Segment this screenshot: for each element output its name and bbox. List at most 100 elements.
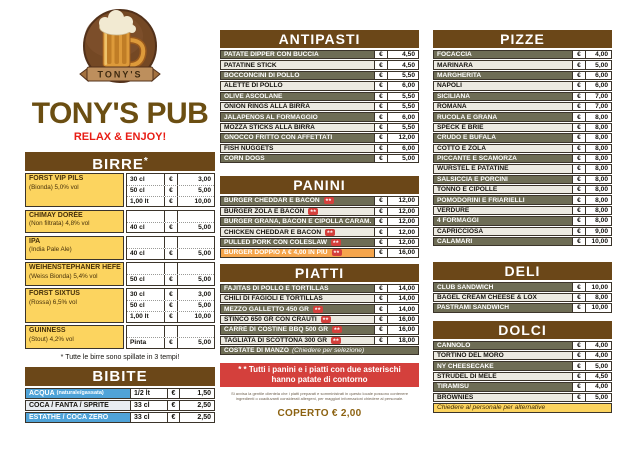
beer-size: 1,00 lt bbox=[127, 196, 165, 207]
allergen-line1: Si avvisa la gentile clientela che i pia… bbox=[231, 392, 409, 398]
item-name-cell: PASTRAMI SANDWICH** bbox=[433, 303, 573, 313]
item-price: 14,00 bbox=[387, 283, 419, 294]
drink-name: ESTATHE / COCA ZERO bbox=[29, 413, 109, 421]
currency-cell: € bbox=[572, 185, 586, 195]
beer-item: CHIMAY DORÉE (Non filtrata) 4,8% vol 40 … bbox=[25, 209, 215, 234]
item-price: 4,50 bbox=[387, 60, 419, 70]
item-price: 5,00 bbox=[585, 361, 612, 371]
currency-cell: € bbox=[374, 133, 388, 143]
item-price: 4,00 bbox=[585, 350, 612, 361]
menu-row: TONNO E CIPOLLE** € 8,00 bbox=[433, 185, 612, 195]
section-header-antipasti: ANTIPASTI bbox=[220, 30, 419, 48]
beer-size: 40 cl bbox=[127, 222, 165, 233]
menu-row: VERDURE** € 8,00 bbox=[433, 205, 612, 216]
item-name: CRUDO E BUFALA bbox=[437, 134, 496, 142]
item-name: GNOCCO FRITTO CON AFFETTATI bbox=[224, 134, 333, 142]
menu-row: OLIVE ASCOLANE** € 5,50 bbox=[220, 91, 419, 101]
currency-cell: € bbox=[572, 133, 586, 143]
item-name: PATATE DIPPER CON BUCCIA bbox=[224, 51, 319, 59]
item-price: 8,00 bbox=[585, 133, 612, 143]
menu-row: ONION RINGS ALLA BIRRA** € 5,50 bbox=[220, 101, 419, 112]
currency-cell: € bbox=[374, 50, 388, 60]
beer-price: 5,00 bbox=[198, 339, 211, 347]
menu-row: BURGER DOPPIO A € 4,00 IN PIÚ ** € 16,00 bbox=[220, 248, 419, 258]
menu-row: TAGLIATA DI SCOTTONA 300 GR ** € 18,00 bbox=[220, 335, 419, 345]
drink-name-cell: COCA / FANTA / SPRITE bbox=[25, 399, 131, 411]
beer-name-cell: IPA (India Pale Ale) bbox=[25, 235, 124, 260]
item-price: 5,50 bbox=[387, 122, 419, 133]
currency-cell: € bbox=[572, 50, 586, 60]
item-name: FISH NUGGETS bbox=[224, 144, 274, 152]
beer-size bbox=[127, 263, 165, 274]
menu-row: BAGEL CREAM CHEESE & LOX** € 8,00 bbox=[433, 292, 612, 303]
section-title: BIRRE bbox=[92, 156, 144, 173]
beer-price bbox=[178, 211, 214, 222]
item-name: MARGHERITA bbox=[437, 71, 482, 79]
menu-row: CARRÈ DI COSTINE BBQ 500 GR ** € 16,00 bbox=[220, 325, 419, 335]
allergen-line2: ingredienti o coadiuvanti considerati al… bbox=[235, 397, 404, 402]
beer-price: 3,00 bbox=[198, 175, 211, 183]
currency-cell: € bbox=[572, 143, 586, 153]
item-price: 8,00 bbox=[585, 112, 612, 122]
item-price: 6,00 bbox=[585, 81, 612, 91]
item-price: 5,00 bbox=[585, 60, 612, 70]
currency-cell: € bbox=[374, 196, 388, 206]
item-price: 9,00 bbox=[585, 226, 612, 237]
item-name-cell: COSTATE DI MANZO**(Chiedere per selezion… bbox=[220, 345, 419, 356]
beer-subtitle: (Non filtrata) 4,8% vol bbox=[29, 220, 90, 228]
beer-size: 40 cl bbox=[127, 248, 165, 259]
item-name: STRUDEL DI MELE bbox=[437, 372, 497, 380]
drink-price: 2,50 bbox=[179, 399, 215, 411]
currency-cell: € bbox=[165, 185, 178, 196]
item-price: 7,00 bbox=[585, 91, 612, 101]
currency-cell: € bbox=[572, 122, 586, 133]
item-name: FAJITAS DI POLLO E TORTILLAS bbox=[224, 284, 329, 292]
beer-price: 5,00 bbox=[198, 302, 211, 310]
item-name-cell: WÜRSTEL E PATATINE** bbox=[433, 164, 573, 174]
item-name-cell: CALAMARI** bbox=[433, 237, 573, 247]
item-name: TONNO E CIPOLLE bbox=[437, 186, 498, 194]
menu-row: CRUDO E BUFALA** € 8,00 bbox=[433, 133, 612, 143]
item-price: 14,00 bbox=[387, 304, 419, 314]
item-name-cell: STINCO 650 GR CON CRAUTI ** bbox=[220, 314, 375, 325]
beer-item: WEIHENSTEPHANER HEFE (Weiss Bionda) 5,4%… bbox=[25, 262, 215, 286]
item-name-cell: TAGLIATA DI SCOTTONA 300 GR ** bbox=[220, 335, 375, 345]
currency-cell: € bbox=[572, 153, 586, 164]
item-price: 16,00 bbox=[387, 248, 419, 258]
currency-cell: € bbox=[374, 81, 388, 91]
item-price: 6,00 bbox=[387, 81, 419, 91]
item-name-cell: CRUDO E BUFALA** bbox=[433, 133, 573, 143]
menu-row: NAPOLI** € 6,00 bbox=[433, 81, 612, 91]
item-name-cell: CANNOLO** bbox=[433, 340, 573, 350]
currency-cell: € bbox=[374, 70, 388, 81]
menu-row: COSTATE DI MANZO**(Chiedere per selezion… bbox=[220, 345, 419, 356]
drink-name-cell: ESTATHE / COCA ZERO bbox=[25, 411, 131, 423]
item-name: TIRAMISÙ bbox=[437, 383, 469, 391]
item-name: MEZZO GALLETTO 450 GR bbox=[224, 305, 309, 313]
item-name-cell: FOCACCIA** bbox=[433, 50, 573, 60]
item-name: CANNOLO bbox=[437, 341, 471, 349]
beer-name-cell: FORST SIXTUS (Rossa) 6,5% vol bbox=[25, 288, 124, 323]
beer-size: 50 cl bbox=[127, 185, 165, 196]
menu-row: FISH NUGGETS** € 6,00 bbox=[220, 143, 419, 153]
item-name: MOZZA STICKS ALLA BIRRA bbox=[224, 123, 315, 131]
item-name-cell: ALETTE DI POLLO** bbox=[220, 81, 375, 91]
beer-item: FORST SIXTUS (Rossa) 6,5% vol 30 cl € 3,… bbox=[25, 288, 215, 323]
item-name: PICCANTE E SCAMORZA bbox=[437, 155, 517, 163]
beer-name: GUINNESS bbox=[29, 327, 66, 335]
currency-cell: € bbox=[572, 60, 586, 70]
beer-variant-row bbox=[127, 263, 214, 274]
drink-row: ACQUA (naturale/gassata) 1/2 lt € 1,50 bbox=[25, 387, 215, 399]
item-name: CALAMARI bbox=[437, 238, 473, 246]
beer-price bbox=[178, 326, 214, 337]
menu-row: NY CHEESECAKE** € 5,00 bbox=[433, 361, 612, 371]
item-name: NAPOLI bbox=[437, 82, 462, 90]
beer-variant-row: Pinta € 5,00 bbox=[127, 336, 214, 348]
item-price: 16,00 bbox=[387, 314, 419, 325]
currency-cell: € bbox=[165, 222, 178, 233]
item-name-cell: MARINARA** bbox=[433, 60, 573, 70]
item-price: 4,00 bbox=[585, 340, 612, 350]
drink-size: 1/2 lt bbox=[130, 387, 168, 399]
double-asterisk-badge: ** bbox=[308, 207, 319, 215]
beer-variant-row: 40 cl € 5,00 bbox=[127, 221, 214, 233]
